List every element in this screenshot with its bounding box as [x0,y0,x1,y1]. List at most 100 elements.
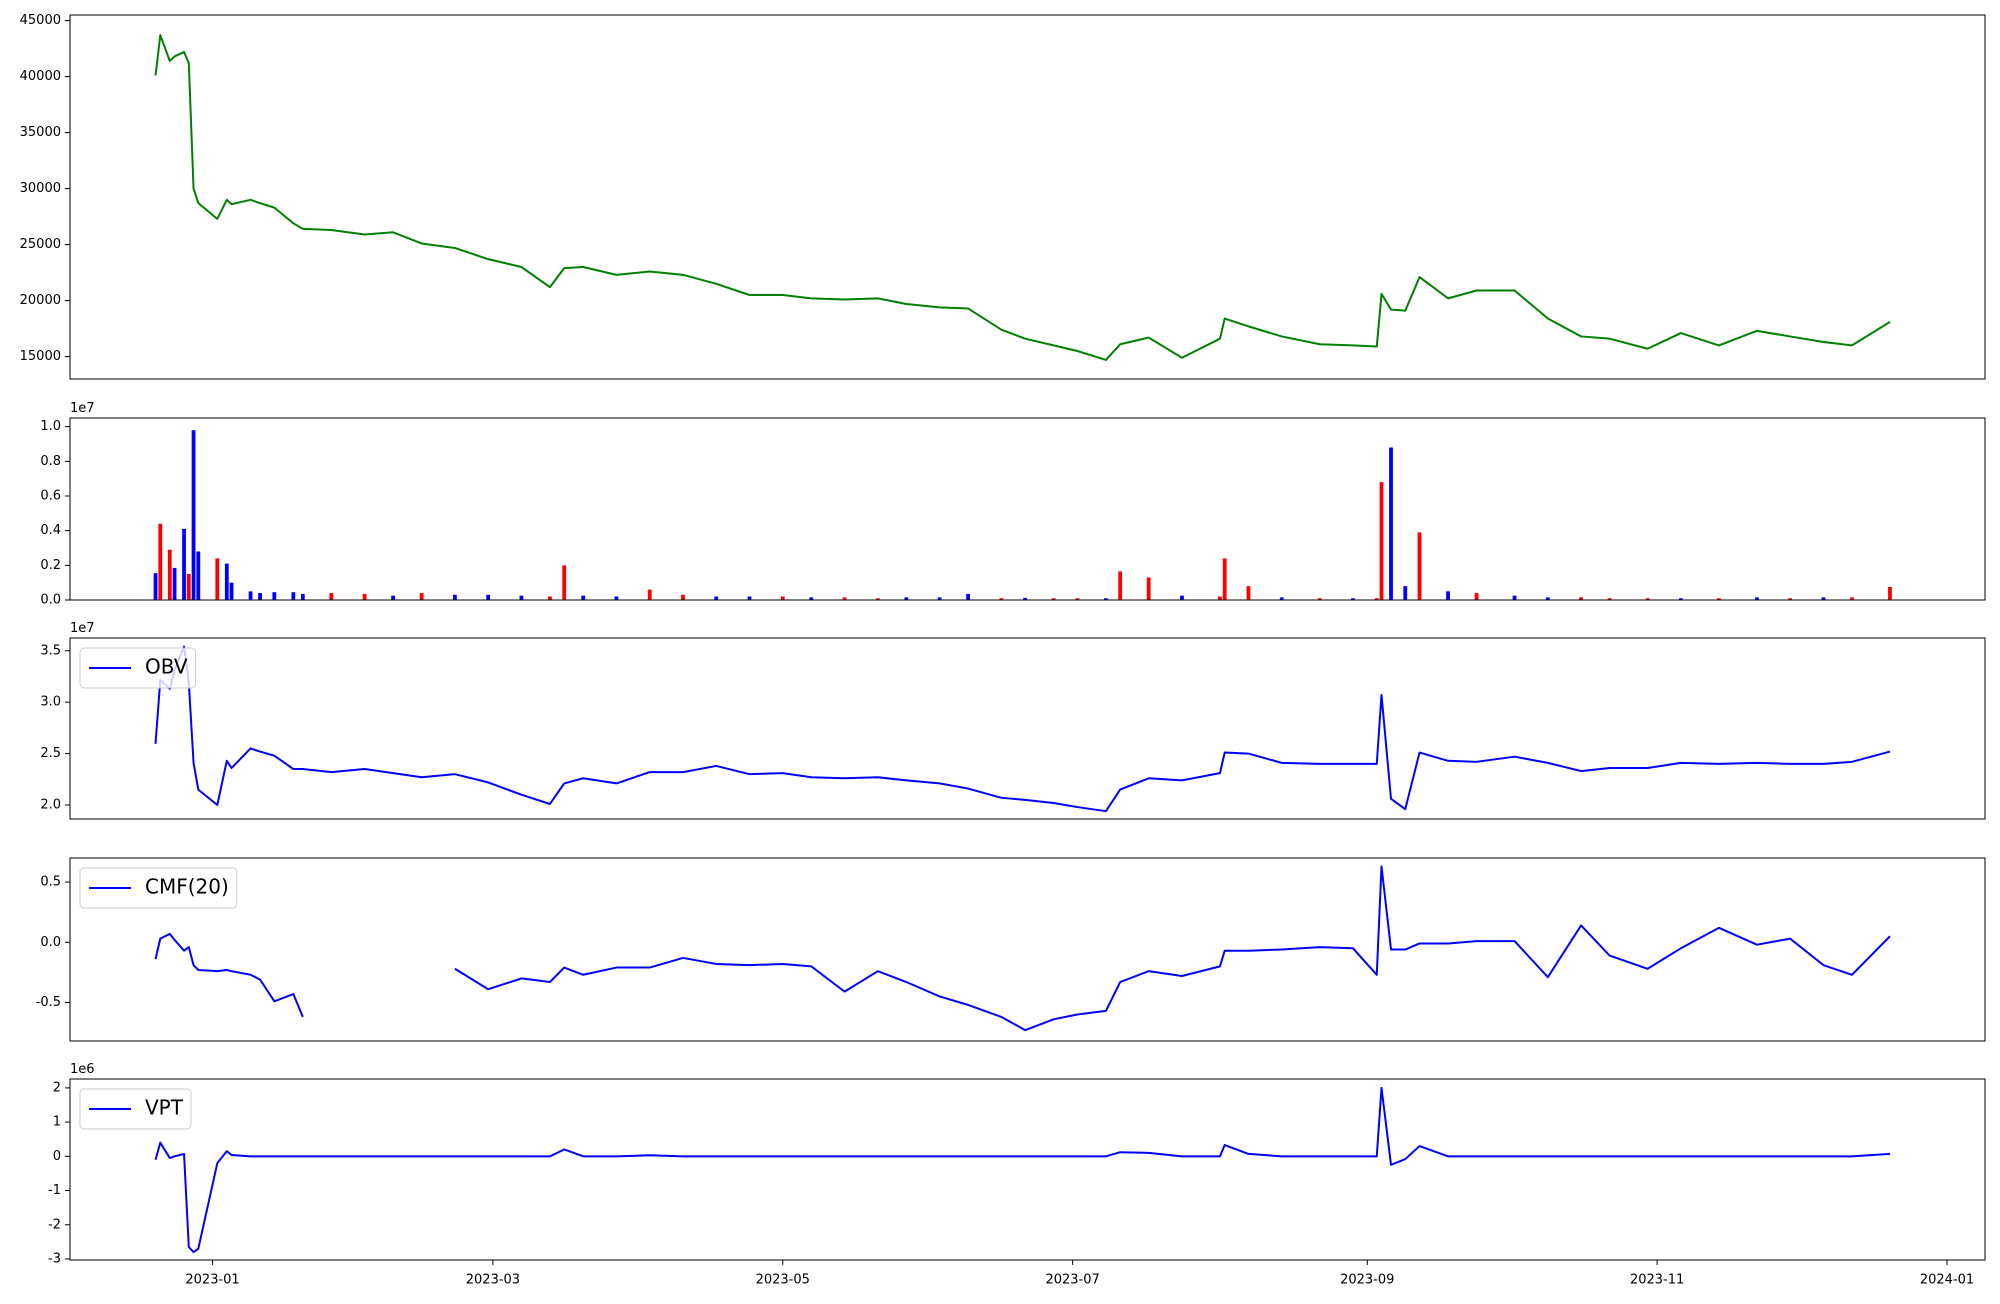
volume-bar [1389,447,1393,600]
panel: -0.5 0.0 0.5 CMF(20) [36,857,1986,1042]
volume-bar [1788,598,1793,600]
volume-bar [548,596,552,600]
volume-bar [486,594,491,600]
volume-bar [167,549,172,600]
volume-bar [419,593,424,600]
legend: VPT [79,1088,192,1130]
volume-bar [519,595,524,600]
volume-bar [1051,598,1056,600]
volume-bar [1146,577,1151,600]
axes-frame [69,1078,1986,1261]
y-tick-label: 0.2 [40,558,61,573]
y-tick-label: 2.5 [40,746,61,761]
y-offset-label: 1e7 [70,401,95,416]
volume-bar [999,598,1004,600]
axes-frame [69,857,1986,1042]
volume-bar [747,596,752,600]
legend-box [79,867,238,909]
volume-bar [904,597,909,600]
volume-bar [1474,593,1479,600]
y-tick-label: 0 [53,1149,61,1164]
volume-bar [1678,598,1683,600]
legend: OBV [79,647,197,689]
y-tick-label: 1 [53,1115,61,1130]
volume-bar [1850,597,1854,600]
y-tick-label: 0.6 [40,489,61,504]
panel: 2.0 2.5 3.0 3.5 1e7 OBV [40,621,1986,820]
series-line [154,34,1891,361]
volume-bar [329,593,334,600]
volume-bar [1379,482,1384,600]
panel: 15000 20000 25000 30000 35000 40000 45000 [20,13,1986,380]
volume-bar [158,523,163,600]
legend-box [79,647,197,689]
volume-bar [1512,595,1517,600]
y-offset-label: 1e6 [70,1062,95,1077]
y-tick-label: 40000 [20,69,61,84]
volume-bar [1821,597,1826,600]
series-line [154,865,1891,1032]
axes-frame [69,417,1986,601]
y-tick-label: 2.0 [40,798,61,813]
x-tick-label: 2023-01 [185,1273,239,1288]
volume-bar [1755,597,1759,600]
volume-bar [1645,598,1650,600]
x-tick-label: 2023-05 [756,1273,810,1288]
volume-bar [681,594,685,600]
series-line [154,1086,1891,1254]
volume-bar [937,597,942,600]
volume-bar [875,598,880,600]
panel: -3 -2 -1 0 1 2 1e6 2023-01 2023-03 2023-05 2023-07… [48,1062,1986,1288]
volume-bar [1218,596,1222,600]
volume-bar [1118,571,1123,600]
y-tick-label: 3.0 [40,695,61,710]
y-tick-label: 2 [53,1080,61,1095]
y-tick-label: 0.0 [40,935,61,950]
volume-bar [300,593,305,600]
volume-bar [186,574,191,600]
volume-bar [1607,598,1612,600]
volume-bar [1246,586,1251,600]
volume-bar [1403,586,1408,600]
volume-bar [196,551,201,600]
volume-bar [291,592,296,600]
volume-bar [224,563,229,600]
volume-bar [272,592,277,600]
volume-bar [1222,558,1227,600]
volume-bar [1023,597,1028,600]
y-tick-label: -2 [48,1217,61,1232]
panel: 0.0 0.2 0.4 0.6 0.8 1.0 1e7 [40,401,1986,608]
volume-bar [562,565,567,600]
x-tick-label: 2023-11 [1630,1273,1684,1288]
axes-frame [69,637,1986,820]
volume-bar [647,589,652,600]
x-tick-label: 2023-09 [1340,1273,1394,1288]
volume-bar [842,597,847,600]
y-tick-label: 25000 [20,237,61,252]
axes-frame [69,14,1986,380]
volume-bar [258,593,262,600]
volume-bar [172,567,177,600]
y-tick-label: 20000 [20,293,61,308]
volume-bar [614,596,619,600]
legend-box [79,1088,192,1130]
volume-bar [1351,598,1355,600]
volume-bar [362,593,367,600]
volume-bar [248,591,253,600]
volume-bar [453,594,457,600]
volume-bar [1104,598,1108,600]
volume-bar [391,595,396,600]
y-tick-label: 15000 [20,349,61,364]
volume-bar [1545,597,1550,600]
volume-bar [1417,532,1422,600]
y-tick-label: 1.0 [40,419,61,434]
volume-bar [229,582,234,600]
volume-bar [809,597,814,600]
x-tick-label: 2023-07 [1045,1273,1099,1288]
y-tick-label: 0.8 [40,454,61,469]
y-tick-label: -3 [48,1251,61,1266]
volume-bar [191,430,196,600]
y-tick-label: 30000 [20,181,61,196]
